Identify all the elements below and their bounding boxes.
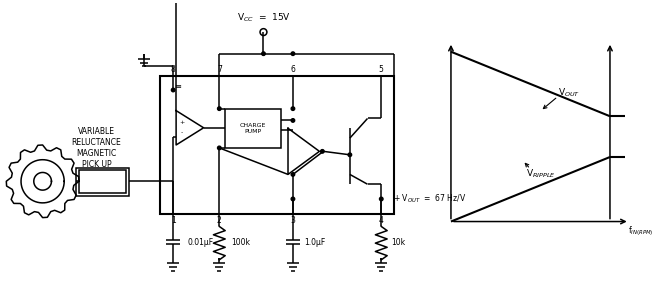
Text: 1: 1 bbox=[171, 216, 175, 225]
Circle shape bbox=[380, 197, 383, 201]
Circle shape bbox=[291, 107, 295, 110]
Circle shape bbox=[348, 153, 351, 156]
Circle shape bbox=[291, 52, 295, 55]
Text: 5: 5 bbox=[379, 65, 384, 74]
Polygon shape bbox=[288, 128, 319, 174]
Polygon shape bbox=[176, 110, 204, 145]
Bar bbox=[225, 109, 281, 148]
Circle shape bbox=[171, 88, 175, 92]
Text: ≡: ≡ bbox=[175, 82, 181, 91]
Bar bbox=[76, 168, 129, 196]
Text: V$_{RIPPLE}$: V$_{RIPPLE}$ bbox=[526, 168, 555, 180]
Text: 100k: 100k bbox=[231, 238, 250, 247]
Text: V$_{OUT}$: V$_{OUT}$ bbox=[558, 86, 580, 99]
Circle shape bbox=[291, 119, 295, 122]
Text: -: - bbox=[181, 130, 183, 135]
Text: 8: 8 bbox=[171, 65, 175, 74]
Bar bbox=[79, 170, 126, 193]
Text: 7: 7 bbox=[217, 65, 222, 74]
Polygon shape bbox=[7, 145, 79, 218]
Text: V$_{CC}$  =  15V: V$_{CC}$ = 15V bbox=[237, 11, 290, 24]
Circle shape bbox=[217, 107, 221, 110]
Circle shape bbox=[321, 150, 324, 153]
Text: CHARGE
PUMP: CHARGE PUMP bbox=[240, 123, 266, 134]
Text: +: + bbox=[179, 120, 185, 125]
Text: 3: 3 bbox=[290, 216, 296, 225]
Circle shape bbox=[261, 52, 265, 55]
Text: 4: 4 bbox=[379, 216, 384, 225]
Circle shape bbox=[291, 197, 295, 201]
Circle shape bbox=[291, 173, 295, 176]
Text: 2: 2 bbox=[217, 216, 221, 225]
Text: f$_{IN(RPM)}$: f$_{IN(RPM)}$ bbox=[627, 224, 653, 238]
Text: + V$_{OUT}$  =  67 Hz/V: + V$_{OUT}$ = 67 Hz/V bbox=[393, 193, 466, 205]
Text: 1.0μF: 1.0μF bbox=[305, 238, 326, 247]
Circle shape bbox=[217, 146, 221, 150]
Text: 6: 6 bbox=[290, 65, 296, 74]
Text: 10k: 10k bbox=[391, 238, 405, 247]
Bar bbox=[160, 76, 394, 214]
Text: VARIABLE
RELUCTANCE
MAGNETIC
PICK UP: VARIABLE RELUCTANCE MAGNETIC PICK UP bbox=[72, 127, 122, 169]
Text: 0.01μF: 0.01μF bbox=[188, 238, 214, 247]
